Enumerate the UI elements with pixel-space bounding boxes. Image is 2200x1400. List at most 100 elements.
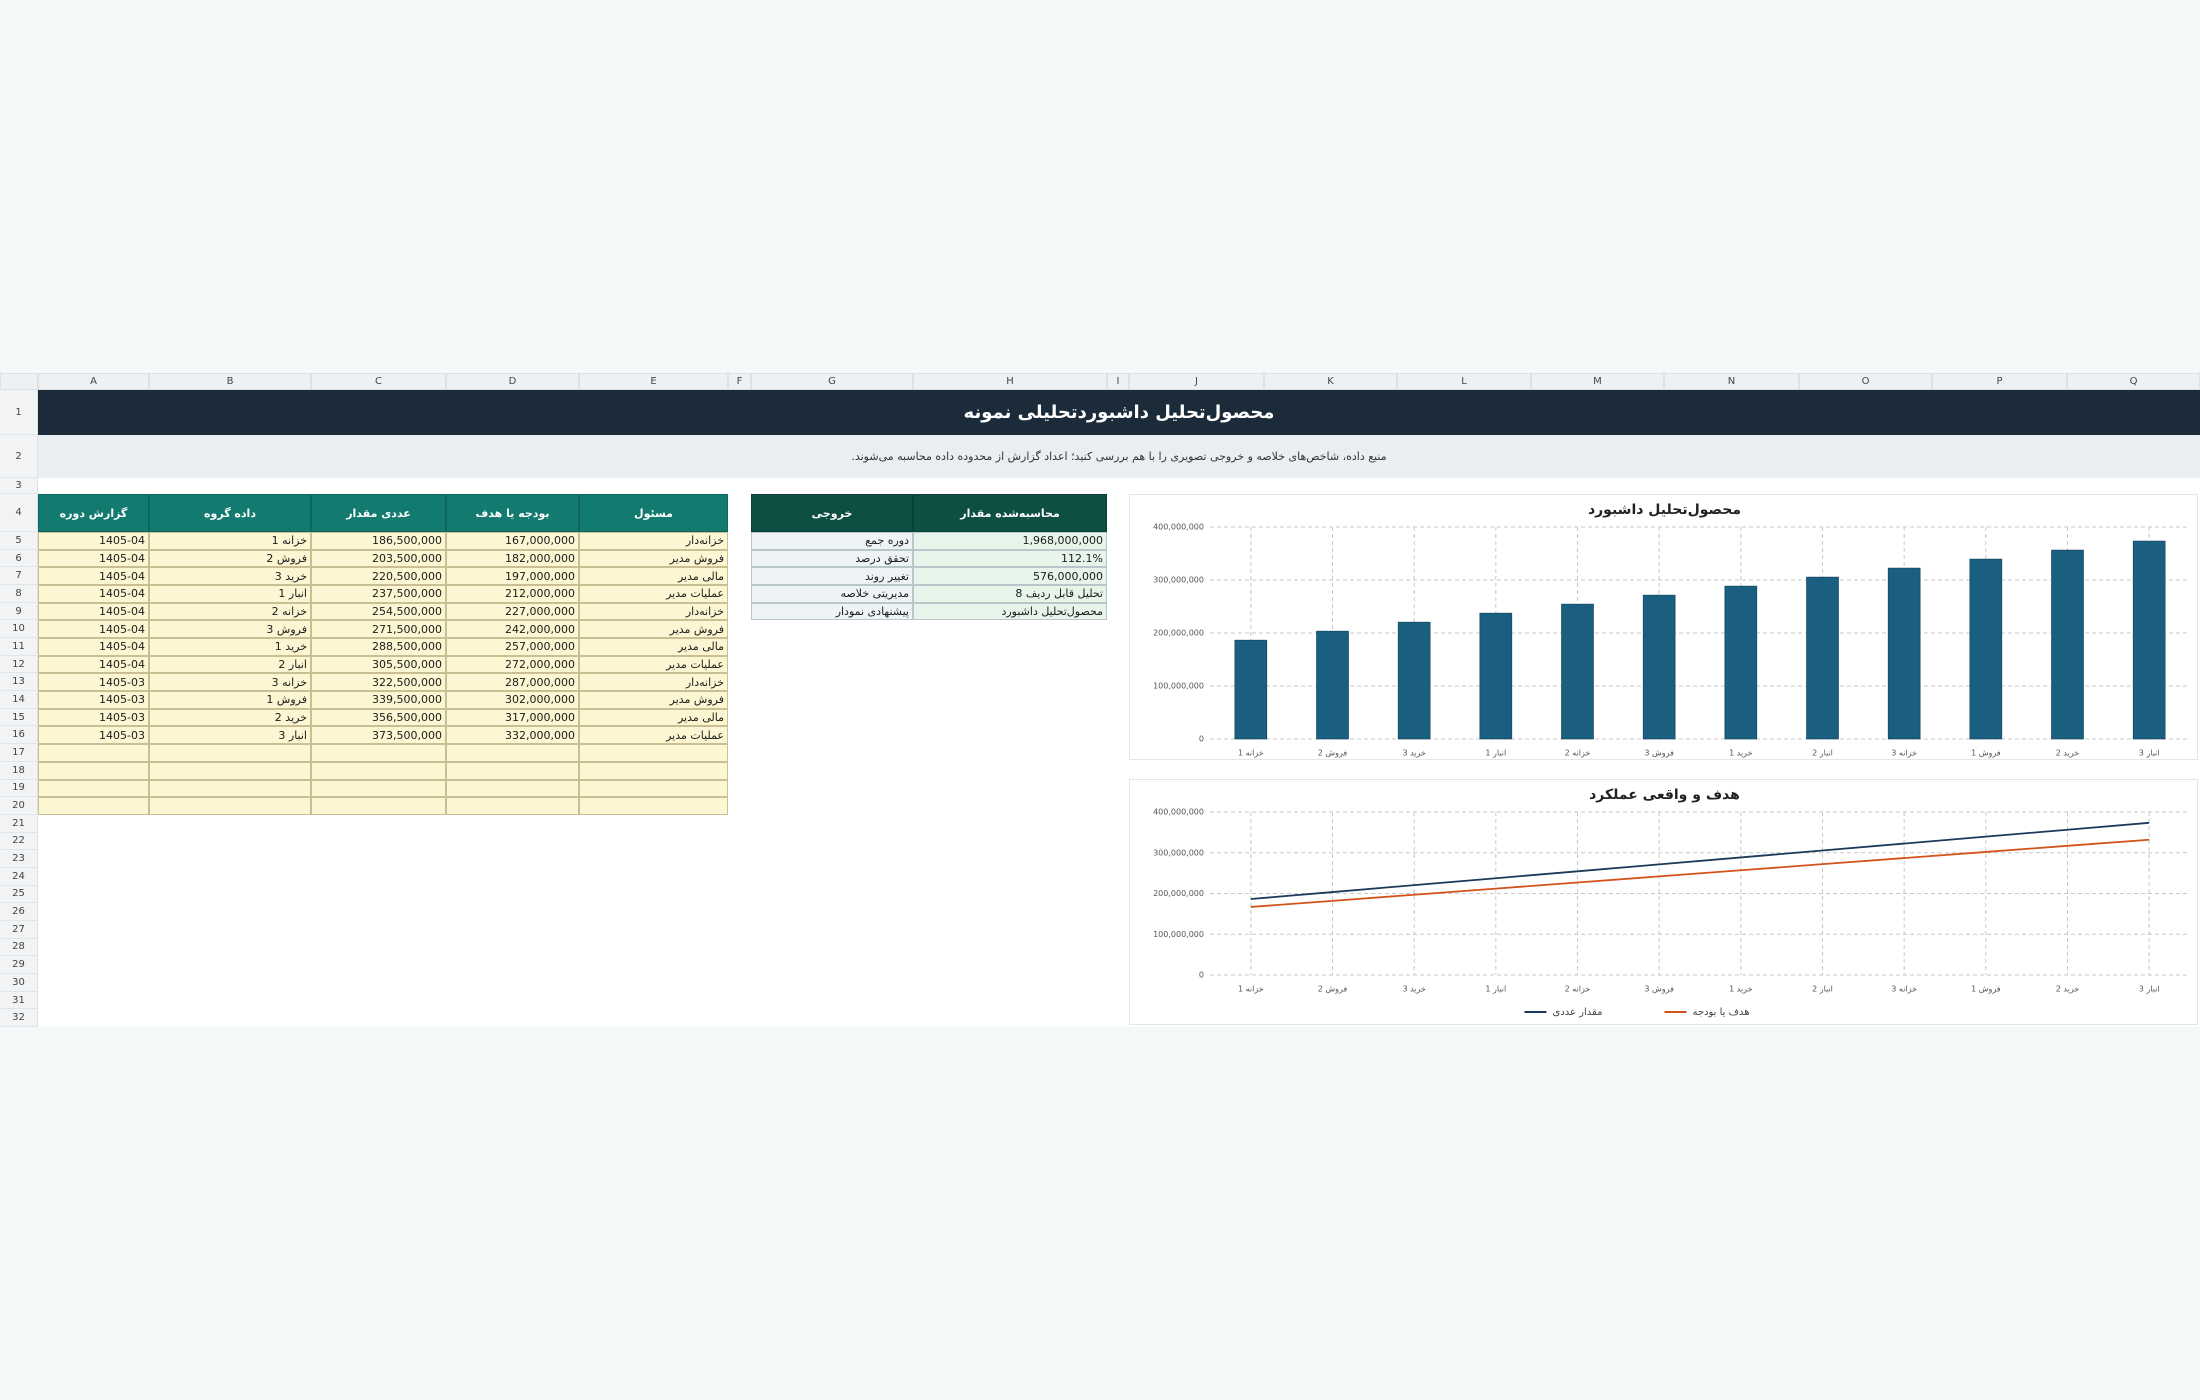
column-header[interactable]: N — [1664, 373, 1799, 390]
table-cell[interactable]: 373,500,000 — [311, 726, 446, 745]
row-header[interactable]: 26 — [0, 903, 38, 921]
table-cell[interactable]: انبار 3 — [149, 726, 311, 745]
table-cell[interactable]: 220,500,000 — [311, 567, 446, 586]
empty-cell[interactable] — [446, 744, 579, 762]
row-header[interactable]: 2 — [0, 435, 38, 478]
empty-cell[interactable] — [38, 744, 149, 762]
table-cell[interactable]: 1405-04 — [38, 655, 149, 674]
row-header[interactable]: 16 — [0, 726, 38, 745]
table-cell[interactable]: 197,000,000 — [446, 567, 579, 586]
column-header[interactable]: D — [446, 373, 579, 390]
empty-cell[interactable] — [579, 779, 728, 798]
table-cell[interactable]: مالی مدیر — [579, 638, 728, 656]
table-cell[interactable]: 182,000,000 — [446, 549, 579, 568]
table-cell[interactable]: فروش مدیر — [579, 620, 728, 639]
row-header[interactable]: 29 — [0, 956, 38, 974]
column-header[interactable]: B — [149, 373, 311, 390]
row-header[interactable]: 28 — [0, 938, 38, 957]
empty-cell[interactable] — [311, 744, 446, 762]
table-cell[interactable]: 1405-03 — [38, 673, 149, 692]
empty-cell[interactable] — [311, 779, 446, 798]
column-header[interactable]: F — [728, 373, 751, 390]
output-label[interactable]: دوره جمع — [751, 532, 913, 550]
table-cell[interactable]: خزانه 3 — [149, 673, 311, 692]
row-header[interactable]: 1 — [0, 390, 38, 435]
table-cell[interactable]: فروش 3 — [149, 620, 311, 639]
column-header[interactable]: C — [311, 373, 446, 390]
output-value[interactable]: محصول‌تحلیل داشبورد — [913, 602, 1107, 621]
table-cell[interactable]: 317,000,000 — [446, 708, 579, 727]
table-cell[interactable]: 242,000,000 — [446, 620, 579, 639]
table-cell[interactable]: 1405-04 — [38, 532, 149, 550]
row-header[interactable]: 5 — [0, 532, 38, 550]
table-cell[interactable]: 356,500,000 — [311, 708, 446, 727]
table-cell[interactable]: 1405-03 — [38, 708, 149, 727]
table-cell[interactable]: خزانه 2 — [149, 602, 311, 621]
row-header[interactable]: 32 — [0, 1009, 38, 1028]
column-header[interactable]: Q — [2067, 373, 2200, 390]
row-header[interactable]: 13 — [0, 673, 38, 692]
table-cell[interactable]: 272,000,000 — [446, 655, 579, 674]
table-cell[interactable]: فروش مدیر — [579, 691, 728, 709]
table-cell[interactable]: فروش 1 — [149, 691, 311, 709]
output-label[interactable]: پیشنهادی نمودار — [751, 602, 913, 621]
table-cell[interactable]: 287,000,000 — [446, 673, 579, 692]
empty-cell[interactable] — [311, 797, 446, 815]
empty-cell[interactable] — [149, 744, 311, 762]
row-header[interactable]: 24 — [0, 867, 38, 886]
table-cell[interactable]: 1405-04 — [38, 585, 149, 603]
table-cell[interactable]: 167,000,000 — [446, 532, 579, 550]
row-header[interactable]: 8 — [0, 585, 38, 603]
row-header[interactable]: 4 — [0, 494, 38, 532]
table-cell[interactable]: عملیات مدیر — [579, 726, 728, 745]
row-header[interactable]: 15 — [0, 708, 38, 727]
column-header[interactable]: P — [1932, 373, 2067, 390]
empty-cell[interactable] — [579, 797, 728, 815]
table-cell[interactable]: 227,000,000 — [446, 602, 579, 621]
empty-cell[interactable] — [446, 779, 579, 798]
empty-cell[interactable] — [311, 761, 446, 780]
table-cell[interactable]: 1405-04 — [38, 549, 149, 568]
table-cell[interactable]: 1405-03 — [38, 726, 149, 745]
empty-cell[interactable] — [149, 761, 311, 780]
row-header[interactable]: 20 — [0, 797, 38, 815]
table-cell[interactable]: خزانه‌دار — [579, 673, 728, 692]
table-cell[interactable]: خزانه 1 — [149, 532, 311, 550]
table-cell[interactable]: فروش 2 — [149, 549, 311, 568]
table-cell[interactable]: 203,500,000 — [311, 549, 446, 568]
column-header[interactable]: J — [1129, 373, 1264, 390]
row-header[interactable]: 12 — [0, 655, 38, 674]
empty-cell[interactable] — [446, 797, 579, 815]
table-cell[interactable]: خرید 2 — [149, 708, 311, 727]
table-cell[interactable]: 339,500,000 — [311, 691, 446, 709]
table-cell[interactable]: مالی مدیر — [579, 708, 728, 727]
table-cell[interactable]: فروش مدیر — [579, 549, 728, 568]
row-header[interactable]: 6 — [0, 549, 38, 568]
output-value[interactable]: 112.1% — [913, 549, 1107, 568]
output-value[interactable]: 576,000,000 — [913, 567, 1107, 586]
row-header[interactable]: 10 — [0, 620, 38, 639]
row-header[interactable]: 31 — [0, 991, 38, 1010]
row-header[interactable]: 23 — [0, 850, 38, 868]
table-cell[interactable]: 212,000,000 — [446, 585, 579, 603]
table-cell[interactable]: 305,500,000 — [311, 655, 446, 674]
table-cell[interactable]: خرید 3 — [149, 567, 311, 586]
output-label[interactable]: تغییر روند — [751, 567, 913, 586]
table-cell[interactable]: خرید 1 — [149, 638, 311, 656]
table-cell[interactable]: 186,500,000 — [311, 532, 446, 550]
empty-cell[interactable] — [579, 744, 728, 762]
column-header[interactable]: G — [751, 373, 913, 390]
row-header[interactable]: 21 — [0, 814, 38, 833]
table-cell[interactable]: عملیات مدیر — [579, 655, 728, 674]
table-cell[interactable]: 271,500,000 — [311, 620, 446, 639]
empty-cell[interactable] — [38, 761, 149, 780]
row-header[interactable]: 3 — [0, 478, 38, 494]
empty-cell[interactable] — [446, 761, 579, 780]
table-cell[interactable]: مالی مدیر — [579, 567, 728, 586]
table-cell[interactable]: عملیات مدیر — [579, 585, 728, 603]
output-label[interactable]: تحقق درصد — [751, 549, 913, 568]
table-cell[interactable]: 237,500,000 — [311, 585, 446, 603]
empty-cell[interactable] — [149, 797, 311, 815]
table-cell[interactable]: 288,500,000 — [311, 638, 446, 656]
empty-cell[interactable] — [579, 761, 728, 780]
